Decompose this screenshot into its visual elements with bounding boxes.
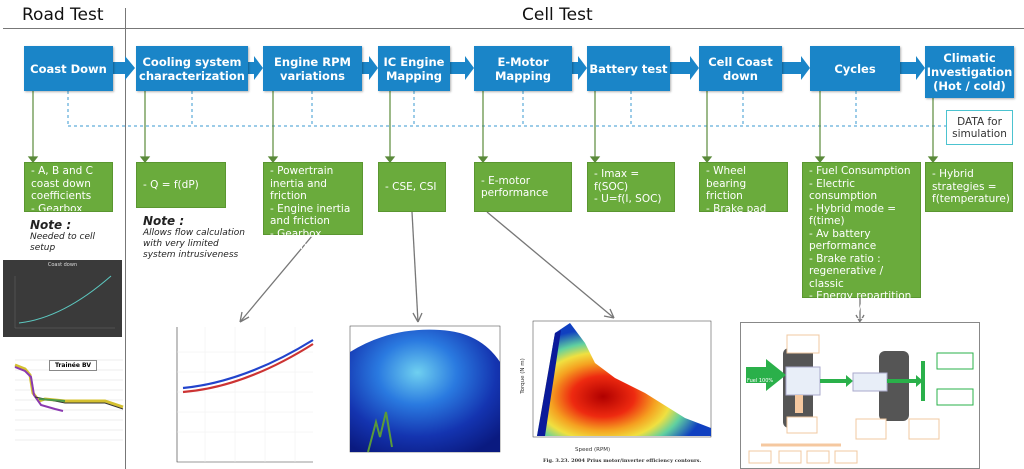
e-motor-caption: Fig. 3.23. 2004 Prius motor/inverter eff… — [543, 458, 702, 464]
note-text: Needed to cell setup — [30, 232, 96, 253]
result-line: - Gearbox friction — [31, 202, 83, 212]
note-coast-down: Note : Needed to cell setup — [30, 218, 120, 254]
arrow-5 — [572, 56, 587, 80]
note-title: Note : — [30, 218, 72, 232]
trainee-bv-chart-image: Trainée BV — [5, 355, 125, 455]
result-line: - U=f(I, SOC) — [594, 193, 662, 206]
result-cell-coast-down: - Wheel bearing friction - Brake pad fri… — [699, 162, 788, 227]
step-cell-coast-down: Cell Coast down — [699, 46, 782, 91]
result-line: - E-motor performance — [481, 174, 549, 200]
arrow-6 — [670, 56, 699, 80]
arrow-2 — [248, 56, 263, 80]
result-line: - Engine inertia and friction — [270, 202, 351, 228]
engine-rpm-plot-image — [165, 322, 315, 469]
arrow-7 — [782, 56, 810, 80]
step-e-motor-mapping: E-Motor Mapping — [474, 46, 572, 91]
step-ic-engine-mapping: IC Engine Mapping — [378, 46, 450, 91]
ic-engine-map-image — [340, 322, 505, 458]
result-line: - Wheel bearing friction — [706, 165, 747, 202]
step-battery-test: Battery test — [587, 46, 670, 91]
e-motor-efficiency-map-image: Speed (RPM) Torque (N m) Fig. 3.23. 2004… — [515, 318, 715, 469]
result-line: - Imax = f(SOC) — [594, 168, 640, 193]
result-line: - Hybrid strategies = f(temperature) — [932, 168, 1010, 206]
engine-rpm-plot — [176, 327, 314, 463]
section-divider — [125, 8, 126, 469]
energy-flow-diagram — [746, 334, 974, 464]
arrow-3 — [362, 56, 378, 80]
note-title: Note : — [143, 214, 185, 228]
figure-arrows — [239, 211, 865, 323]
coast-down-chart-image: Coast down — [3, 260, 122, 337]
step-engine-rpm: Engine RPM variations — [263, 46, 362, 91]
result-line: - A, B and C coast down coefficients — [31, 165, 93, 202]
result-line: - Q = f(dP) — [143, 178, 199, 191]
energy-fuel-label: Fuel 100% — [747, 378, 774, 384]
step-cycles: Cycles — [810, 46, 900, 91]
cell-test-title: Cell Test — [522, 5, 593, 25]
result-arrows — [27, 91, 939, 163]
result-ic-engine: - CSE, CSI — [378, 162, 446, 212]
result-line: - Electric consumption — [809, 177, 877, 203]
arrow-4 — [450, 56, 474, 80]
step-cooling-system: Cooling system characterization — [136, 46, 248, 91]
result-line: - Brake pad friction — [706, 202, 767, 228]
result-line: - Av battery performance — [809, 227, 877, 253]
result-line: - Brake ratio : regenerative / classic — [809, 252, 884, 290]
result-engine-rpm: - Powertrain inertia and friction - Engi… — [263, 162, 363, 252]
result-line: - CSE, CSI — [385, 180, 437, 193]
coast-down-curve — [14, 275, 115, 329]
result-cooling: - Q = f(dP) — [136, 162, 226, 208]
note-text: Allows flow calculation with very limite… — [143, 228, 245, 260]
ic-engine-map — [349, 325, 501, 453]
arrow-8 — [900, 56, 925, 80]
energy-flow-diagram-image: Fuel 100% — [740, 322, 980, 469]
e-motor-ylabel: Torque (N m) — [519, 358, 526, 394]
step-climatic-investigation: Climatic Investigation (Hot / cold) — [925, 46, 1014, 98]
result-line: - Hybrid mode = f(time) — [809, 202, 897, 228]
result-e-motor: - E-motor performance — [474, 162, 572, 212]
arrow-1 — [113, 56, 135, 80]
road-test-title: Road Test — [22, 5, 104, 25]
result-cycles: - Fuel Consumption - Electric consumptio… — [802, 162, 921, 327]
result-line: - Powertrain inertia and friction — [270, 165, 334, 202]
data-for-simulation-box: DATA for simulation — [946, 110, 1013, 145]
trainee-bv-title: Trainée BV — [49, 360, 97, 371]
e-motor-map — [532, 320, 712, 438]
process-arrows — [113, 56, 925, 80]
result-line: - Fuel Consumption — [809, 165, 911, 177]
result-battery: - Imax = f(SOC) - U=f(I, SOC) — [587, 162, 675, 212]
e-motor-xlabel: Speed (RPM) — [575, 447, 611, 453]
result-climatic: - Hybrid strategies = f(temperature) — [925, 162, 1013, 212]
result-line: - Gearbox friction — [270, 227, 322, 253]
header-divider — [3, 28, 1024, 29]
coast-down-chart-title: Coast down — [47, 262, 78, 268]
result-coast-down: - A, B and C coast down coefficients - G… — [24, 162, 113, 212]
step-coast-down: Coast Down — [24, 46, 113, 91]
data-dashed-lines — [67, 91, 946, 127]
note-cooling: Note : Allows flow calculation with very… — [143, 214, 253, 261]
